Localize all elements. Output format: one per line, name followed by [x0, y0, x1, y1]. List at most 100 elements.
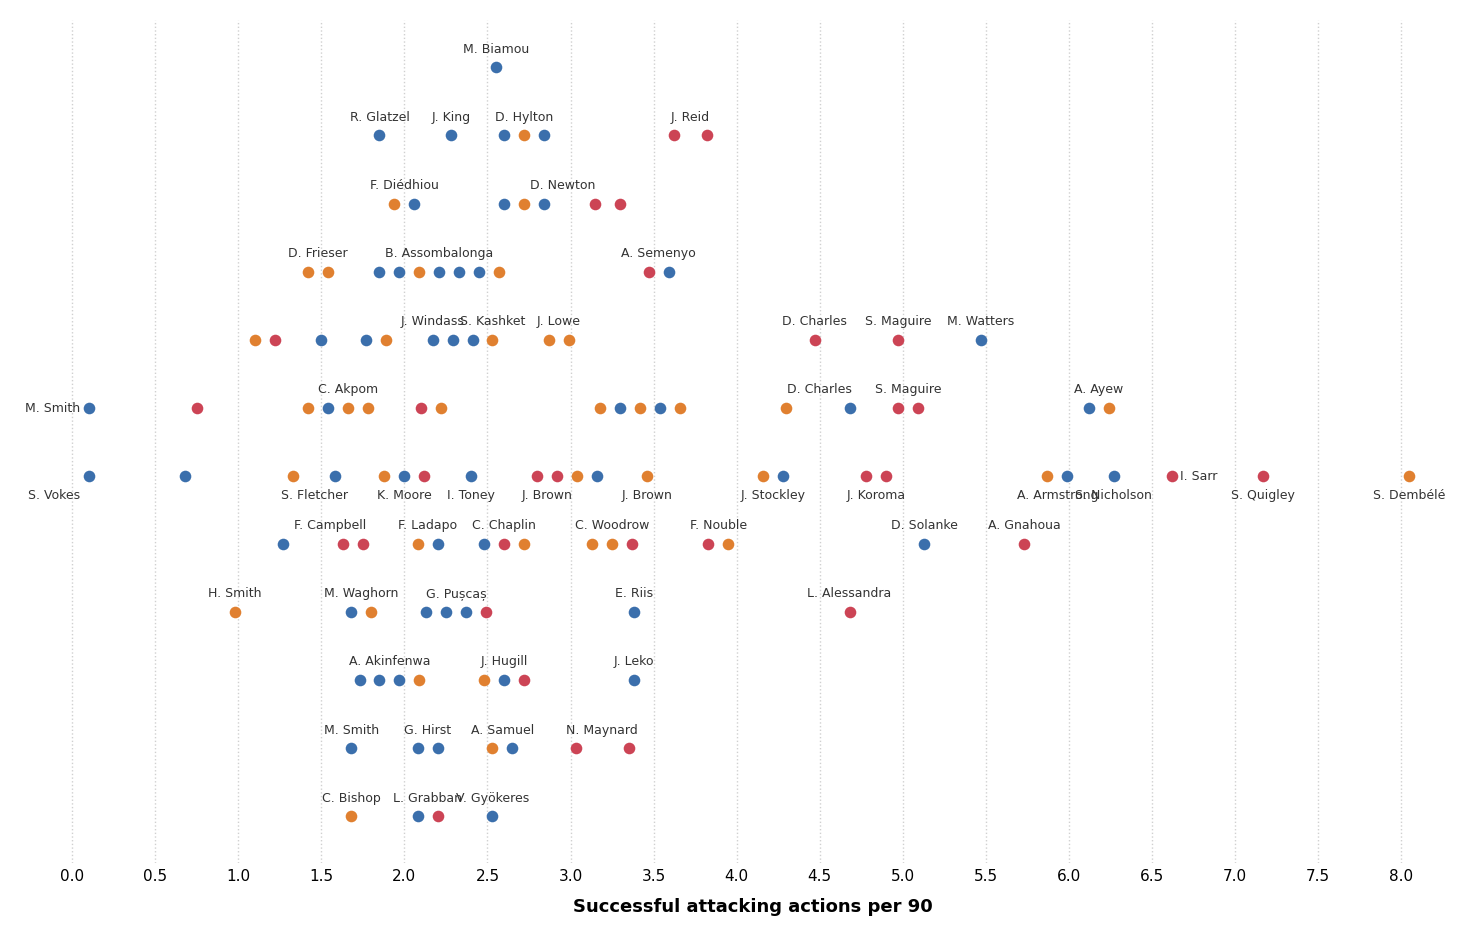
Point	[752, 469, 775, 484]
Point	[803, 332, 827, 347]
Point	[588, 401, 612, 416]
Text: C. Akpom: C. Akpom	[318, 383, 377, 396]
Point	[336, 401, 360, 416]
Text: D. Newton: D. Newton	[529, 179, 595, 192]
Point	[557, 332, 581, 347]
Point	[716, 536, 740, 551]
Text: J. King: J. King	[432, 111, 470, 124]
Text: L. Alessandra: L. Alessandra	[808, 587, 892, 600]
Text: S. Nicholson: S. Nicholson	[1076, 489, 1153, 502]
Text: A. Samuel: A. Samuel	[470, 723, 534, 736]
Text: F. Ladapo: F. Ladapo	[398, 519, 457, 532]
Point	[874, 469, 898, 484]
Point	[492, 197, 516, 212]
Point	[454, 605, 478, 620]
Point	[513, 129, 537, 144]
Point	[262, 332, 286, 347]
Point	[348, 673, 371, 688]
Point	[492, 536, 516, 551]
Point	[668, 401, 691, 416]
Point	[422, 332, 445, 347]
Point	[483, 61, 507, 76]
Text: S. Fletcher: S. Fletcher	[282, 489, 348, 502]
Point	[405, 536, 429, 551]
Point	[513, 536, 537, 551]
Text: S. Kashket: S. Kashket	[460, 315, 525, 328]
Point	[563, 740, 587, 755]
Point	[585, 469, 609, 484]
Text: J. Leko: J. Leko	[613, 655, 654, 667]
Point	[435, 605, 458, 620]
Point	[408, 265, 432, 280]
Point	[566, 469, 590, 484]
Text: A. Ayew: A. Ayew	[1075, 383, 1123, 396]
X-axis label: Successful attacking actions per 90: Successful attacking actions per 90	[573, 898, 933, 915]
Text: S. Vokes: S. Vokes	[28, 489, 81, 502]
Text: D. Solanke: D. Solanke	[890, 519, 958, 532]
Point	[649, 401, 672, 416]
Text: F. Diédhiou: F. Diédhiou	[370, 179, 439, 192]
Text: M. Smith: M. Smith	[25, 402, 81, 415]
Text: S. Dembélé: S. Dembélé	[1374, 489, 1446, 502]
Text: J. Windass: J. Windass	[401, 315, 464, 328]
Point	[501, 740, 525, 755]
Point	[837, 401, 861, 416]
Point	[488, 265, 511, 280]
Point	[441, 332, 464, 347]
Text: D. Charles: D. Charles	[787, 383, 852, 396]
Point	[354, 332, 377, 347]
Point	[492, 673, 516, 688]
Point	[1055, 469, 1079, 484]
Text: A. Armstrong: A. Armstrong	[1017, 489, 1098, 502]
Point	[481, 740, 504, 755]
Point	[383, 197, 407, 212]
Point	[600, 536, 624, 551]
Text: C. Woodrow: C. Woodrow	[575, 519, 649, 532]
Point	[1077, 401, 1101, 416]
Text: A. Gnahoua: A. Gnahoua	[988, 519, 1060, 532]
Point	[618, 740, 641, 755]
Point	[339, 809, 363, 824]
Point	[402, 197, 426, 212]
Point	[317, 265, 340, 280]
Point	[1036, 469, 1060, 484]
Point	[513, 197, 537, 212]
Text: M. Biamou: M. Biamou	[463, 43, 529, 56]
Point	[174, 469, 198, 484]
Point	[296, 401, 320, 416]
Point	[317, 401, 340, 416]
Point	[537, 332, 560, 347]
Point	[526, 469, 550, 484]
Point	[357, 401, 380, 416]
Point	[77, 469, 100, 484]
Point	[609, 197, 632, 212]
Point	[621, 536, 644, 551]
Text: E. Riis: E. Riis	[615, 587, 653, 600]
Text: C. Bishop: C. Bishop	[321, 791, 380, 804]
Text: M. Smith: M. Smith	[324, 723, 379, 736]
Text: V. Gyökeres: V. Gyökeres	[455, 791, 529, 804]
Text: S. Quigley: S. Quigley	[1231, 489, 1296, 502]
Text: M. Watters: M. Watters	[948, 315, 1014, 328]
Text: H. Smith: H. Smith	[208, 587, 262, 600]
Point	[912, 536, 936, 551]
Point	[439, 129, 463, 144]
Point	[532, 129, 556, 144]
Point	[697, 536, 721, 551]
Point	[243, 332, 267, 347]
Point	[584, 197, 607, 212]
Point	[637, 265, 660, 280]
Point	[467, 265, 491, 280]
Point	[223, 605, 246, 620]
Text: J. Lowe: J. Lowe	[537, 315, 581, 328]
Point	[374, 332, 398, 347]
Point	[413, 469, 436, 484]
Point	[694, 129, 718, 144]
Point	[886, 332, 909, 347]
Point	[458, 469, 482, 484]
Point	[388, 265, 411, 280]
Point	[609, 401, 632, 416]
Point	[77, 401, 100, 416]
Point	[532, 197, 556, 212]
Point	[461, 332, 485, 347]
